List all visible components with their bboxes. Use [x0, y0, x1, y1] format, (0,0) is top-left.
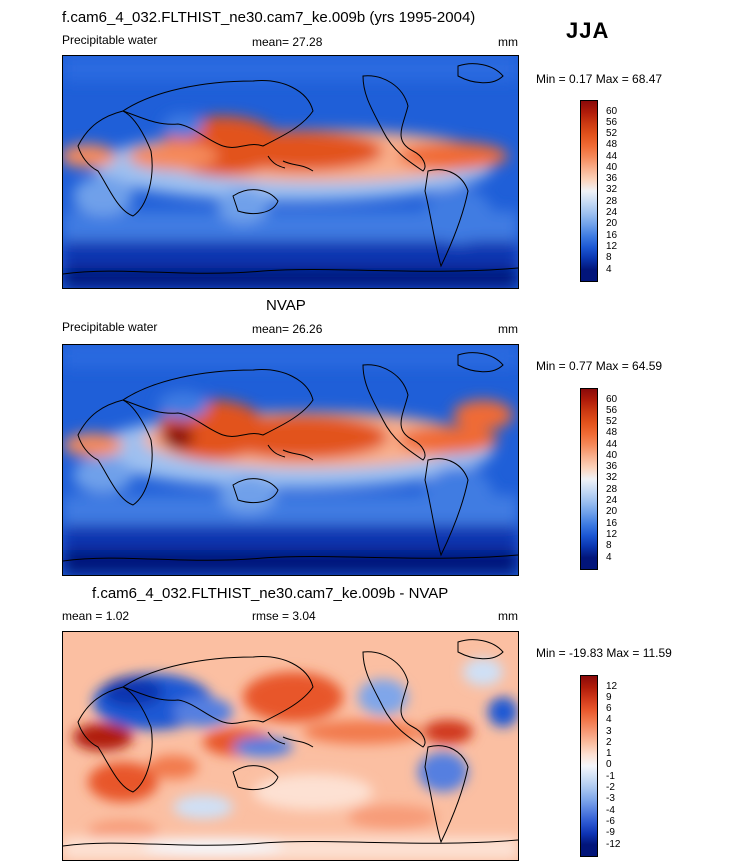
- panel2-colorbar-tick: 8: [606, 540, 612, 551]
- panel3-colorbar-tick: -6: [606, 816, 615, 827]
- panel1-colorbar-tick: 4: [606, 264, 612, 275]
- panel3-colorbar-tick: -1: [606, 771, 615, 782]
- panel2-mean-label: mean= 26.26: [252, 322, 323, 336]
- panel3-minmax: Min = -19.83 Max = 11.59: [536, 646, 672, 660]
- panel3-colorbar-tick: 3: [606, 726, 612, 737]
- panel1-colorbar-tick: 32: [606, 184, 618, 195]
- panel3-colorbar-tick: -9: [606, 827, 615, 838]
- panel3-colorbar: 12 9 6 4 3 2 1 0 -1 -2 -3 -4 -6 -9 -12: [580, 675, 660, 857]
- panel1-colorbar-tick: 36: [606, 173, 618, 184]
- panel3-colorbar-tick: 12: [606, 681, 618, 692]
- panel3-colorbar-tick: 9: [606, 692, 612, 703]
- panel2-colorbar-tick: 56: [606, 405, 618, 416]
- panel3-colorbar-tick: 0: [606, 759, 612, 770]
- panel3-colorbar-tick: -4: [606, 805, 615, 816]
- panel1-colorbar-tick: 52: [606, 128, 618, 139]
- panel2-title: NVAP: [266, 297, 306, 314]
- panel1-colorbar-tick: 48: [606, 139, 618, 150]
- panel2-map: [62, 344, 519, 576]
- panel3-colorbar-tick: -3: [606, 793, 615, 804]
- panel1-minmax: Min = 0.17 Max = 68.47: [536, 72, 663, 86]
- panel2-colorbar-tick: 44: [606, 439, 618, 450]
- panel1-units: mm: [498, 35, 518, 49]
- panel2-colorbar-tick: 4: [606, 552, 612, 563]
- panel3-colorbar-tick: -12: [606, 839, 621, 850]
- panel3-colorbar-tick: -2: [606, 782, 615, 793]
- panel1-mean-label: mean= 27.28: [252, 35, 323, 49]
- panel3-rmse-label: rmse = 3.04: [252, 609, 316, 623]
- panel2-colorbar-tick: 60: [606, 394, 618, 405]
- panel1-map: [62, 55, 519, 289]
- panel2-colorbar-tick: 48: [606, 427, 618, 438]
- panel2-colorbar-tick: 24: [606, 495, 618, 506]
- panel2-variable-label: Precipitable water: [62, 320, 158, 334]
- panel3-colorbar-tick: 2: [606, 737, 612, 748]
- panel1-colorbar-tick: 24: [606, 207, 618, 218]
- panel2-colorbar-tick: 52: [606, 416, 618, 427]
- panel2-colorbar: 60 56 52 48 44 40 36 32 28 24 20 16 12 8…: [580, 388, 660, 570]
- panel1-title: f.cam6_4_032.FLTHIST_ne30.cam7_ke.009b (…: [62, 9, 476, 26]
- panel3-colorbar-tick: 4: [606, 714, 612, 725]
- panel3-units: mm: [498, 609, 518, 623]
- panel3-colorbar-tick: 6: [606, 703, 612, 714]
- panel2-colorbar-tick: 12: [606, 529, 618, 540]
- panel1-colorbar: 60 56 52 48 44 40 36 32 28 24 20 16 12 8…: [580, 100, 660, 282]
- panel2-colorbar-tick: 32: [606, 472, 618, 483]
- panel2-colorbar-tick: 28: [606, 484, 618, 495]
- panel1-colorbar-tick: 40: [606, 162, 618, 173]
- panel1-colorbar-tick: 60: [606, 106, 618, 117]
- panel3-mean-label: mean = 1.02: [62, 609, 130, 623]
- panel1-colorbar-tick: 56: [606, 117, 618, 128]
- panel1-variable-label: Precipitable water: [62, 33, 158, 47]
- panel2-colorbar-tick: 40: [606, 450, 618, 461]
- panel2-colorbar-tick: 36: [606, 461, 618, 472]
- panel3-colorbar-tick: 1: [606, 748, 612, 759]
- panel1-colorbar-tick: 28: [606, 196, 618, 207]
- panel1-colorbar-tick: 8: [606, 252, 612, 263]
- panel2-colorbar-tick: 16: [606, 518, 618, 529]
- panel2-minmax: Min = 0.77 Max = 64.59: [536, 359, 663, 373]
- panel1-colorbar-tick: 20: [606, 218, 618, 229]
- panel1-colorbar-tick: 12: [606, 241, 618, 252]
- panel2-colorbar-tick: 20: [606, 506, 618, 517]
- panel1-colorbar-tick: 16: [606, 230, 618, 241]
- panel3-title: f.cam6_4_032.FLTHIST_ne30.cam7_ke.009b -…: [92, 585, 449, 602]
- panel1-colorbar-tick: 44: [606, 151, 618, 162]
- panel2-units: mm: [498, 322, 518, 336]
- panel3-map: [62, 631, 519, 861]
- season-label: JJA: [566, 18, 610, 43]
